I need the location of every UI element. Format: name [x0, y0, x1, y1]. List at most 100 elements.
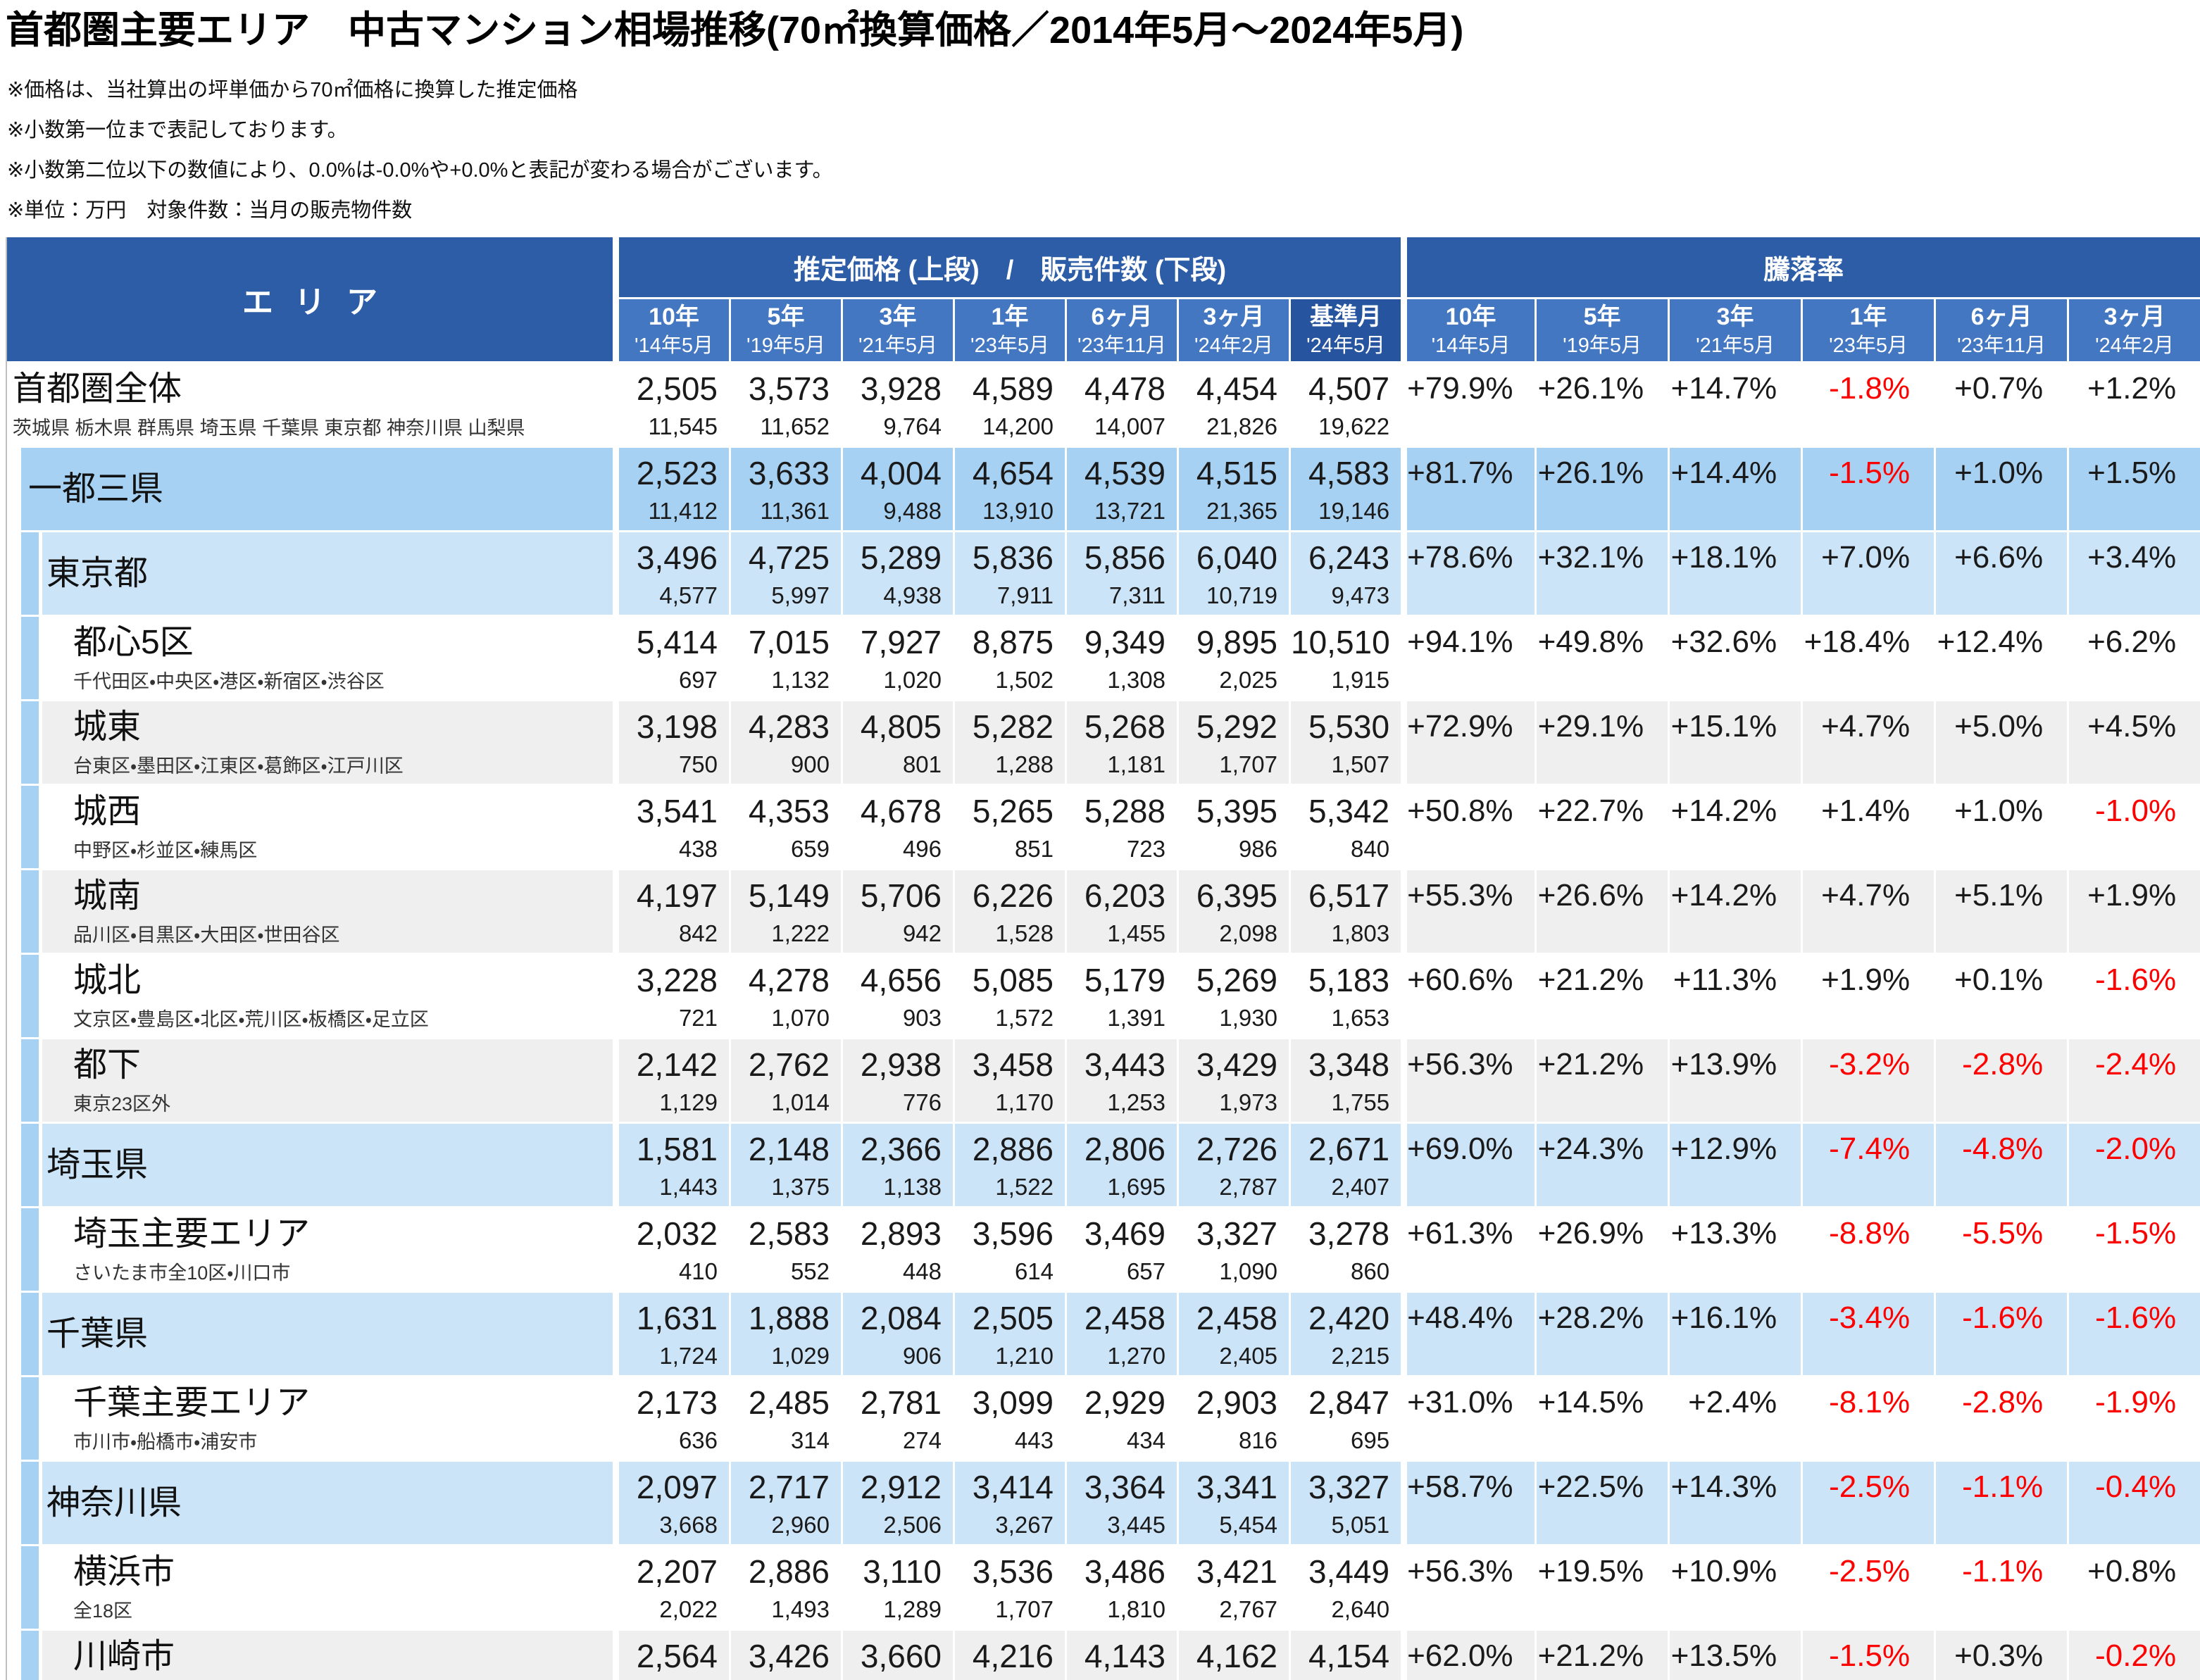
- rate-value: -2.8%: [1962, 1385, 2044, 1419]
- price-value: 6,226: [972, 877, 1054, 914]
- rate-value: -1.6%: [2095, 963, 2177, 997]
- count-value: 1,443: [659, 1174, 718, 1200]
- rate-value: -1.0%: [2095, 794, 2177, 828]
- count-value: 10,719: [1206, 582, 1277, 608]
- price-count-cell: 2,781 274: [841, 1375, 953, 1460]
- count-value: 1,653: [1331, 1005, 1390, 1031]
- count-value: 900: [790, 751, 830, 777]
- column-header-price-6m: 6ヶ月 '23年11月: [1065, 297, 1177, 361]
- price-value: 3,341: [1196, 1469, 1277, 1505]
- column-header-rate-6m: 6ヶ月 '23年11月: [1934, 297, 2068, 361]
- rate-value: +1.0%: [1954, 794, 2044, 828]
- rate-value: +18.4%: [1804, 625, 1911, 659]
- count-value: 614: [1014, 1258, 1054, 1284]
- price-count-cell: 3,278 860: [1289, 1206, 1401, 1291]
- rate-cell: -8.8%: [1801, 1206, 1935, 1291]
- rate-cell: +2.4%: [1668, 1375, 1801, 1460]
- column-date: '24年5月: [1306, 334, 1385, 357]
- count-value: 21,826: [1206, 413, 1277, 439]
- column-header-rate-3m: 3ヶ月 '24年2月: [2067, 297, 2200, 361]
- rate-value: -0.2%: [2095, 1638, 2177, 1673]
- rate-cell: +22.5%: [1535, 1460, 1668, 1544]
- rate-cell: -1.1%: [1934, 1544, 2068, 1629]
- count-value: 2,098: [1219, 920, 1277, 946]
- column-date: '23年11月: [1957, 334, 2046, 357]
- rate-cell: -2.5%: [1801, 1460, 1935, 1544]
- price-value: 6,203: [1084, 877, 1165, 914]
- rate-value: +79.9%: [1407, 371, 1513, 406]
- column-date: '14年5月: [1431, 334, 1511, 357]
- price-value: 2,886: [972, 1131, 1054, 1167]
- price-value: 4,154: [1308, 1638, 1390, 1674]
- count-value: 1,572: [995, 1005, 1054, 1031]
- rate-value: +0.8%: [2087, 1554, 2177, 1588]
- count-value: 1,707: [995, 1596, 1054, 1622]
- rate-value: +21.2%: [1537, 963, 1644, 997]
- rate-value: +50.8%: [1407, 794, 1513, 828]
- rate-value: +14.2%: [1670, 878, 1777, 913]
- price-count-cell: 2,505 11,545: [613, 361, 729, 446]
- price-count-cell: 3,458 1,170: [953, 1037, 1065, 1122]
- count-value: 1,253: [1107, 1089, 1165, 1115]
- rate-cell: +1.2%: [2067, 361, 2200, 446]
- rate-value: +29.1%: [1537, 709, 1644, 744]
- rate-value: +32.1%: [1537, 540, 1644, 575]
- count-value: 1,973: [1219, 1089, 1277, 1115]
- count-value: 903: [902, 1005, 942, 1031]
- count-value: 7,911: [996, 582, 1054, 608]
- rate-cell: +1.0%: [1934, 784, 2068, 868]
- count-value: 1,707: [1219, 751, 1277, 777]
- column-header-rate-10y: 10年 '14年5月: [1401, 297, 1535, 361]
- column-header-price-1y: 1年 '23年5月: [953, 297, 1065, 361]
- price-count-cell: 2,148 1,375: [729, 1122, 841, 1206]
- rate-cell: +55.3%: [1401, 868, 1535, 953]
- price-count-cell: 1,581 1,443: [613, 1122, 729, 1206]
- rate-value: +14.3%: [1670, 1469, 1777, 1504]
- rate-cell: -1.0%: [2067, 784, 2200, 868]
- price-value: 5,292: [1196, 708, 1277, 745]
- column-term: 3年: [1716, 303, 1754, 330]
- price-count-cell: 4,004 9,488: [841, 446, 953, 530]
- count-value: 2,407: [1331, 1174, 1390, 1200]
- price-value: 4,143: [1084, 1638, 1165, 1674]
- price-count-cell: 3,429 1,973: [1177, 1037, 1289, 1122]
- price-count-cell: 2,523 11,412: [613, 446, 729, 530]
- price-value: 3,327: [1308, 1469, 1390, 1505]
- price-value: 4,678: [860, 793, 942, 829]
- price-count-cell: 2,032 410: [613, 1206, 729, 1291]
- count-value: 5,997: [771, 582, 830, 608]
- price-value: 4,583: [1308, 455, 1390, 491]
- price-count-cell: 3,110 1,289: [841, 1544, 953, 1629]
- price-count-cell: 3,469 657: [1065, 1206, 1177, 1291]
- rate-value: +3.4%: [2087, 540, 2177, 575]
- rate-cell: -1.6%: [2067, 953, 2200, 1037]
- price-group-header: 推定価格 (上段) / 販売件数 (下段): [613, 237, 1401, 297]
- rate-value: -8.8%: [1829, 1216, 1911, 1250]
- column-date: '24年2月: [1194, 334, 1273, 357]
- rate-value: +62.0%: [1407, 1638, 1513, 1673]
- rate-cell: +24.3%: [1535, 1122, 1668, 1206]
- count-value: 1,014: [771, 1089, 830, 1115]
- price-value: 2,505: [972, 1300, 1054, 1336]
- area-cell-inner: 千葉県: [7, 1293, 613, 1375]
- count-value: 851: [1014, 836, 1054, 862]
- rate-value: -2.4%: [2095, 1047, 2177, 1082]
- price-count-cell: 2,726 2,787: [1177, 1122, 1289, 1206]
- count-value: 5,454: [1219, 1512, 1277, 1538]
- price-value: 2,671: [1308, 1131, 1390, 1167]
- count-value: 860: [1351, 1258, 1390, 1284]
- rate-value: +14.7%: [1670, 371, 1777, 406]
- price-count-cell: 3,414 3,267: [953, 1460, 1065, 1544]
- count-value: 410: [678, 1258, 718, 1284]
- count-value: 434: [1126, 1427, 1165, 1453]
- table-row: 埼玉主要エリア さいたま市全10区・川口市 2,032 410 2,583 552 2,89…: [7, 1206, 2200, 1291]
- count-value: 1,132: [771, 667, 830, 693]
- price-count-cell: 6,395 2,098: [1177, 868, 1289, 953]
- area-name: 横浜市: [73, 1553, 175, 1591]
- price-count-cell: 4,507 19,622: [1289, 361, 1401, 446]
- price-count-cell: 5,269 1,930: [1177, 953, 1289, 1037]
- price-count-cell: 5,856 7,311: [1065, 530, 1177, 615]
- area-desc: さいたま市全10区・川口市: [73, 1262, 291, 1284]
- rate-value: +1.5%: [2087, 456, 2177, 490]
- price-count-cell: 6,226 1,528: [953, 868, 1065, 953]
